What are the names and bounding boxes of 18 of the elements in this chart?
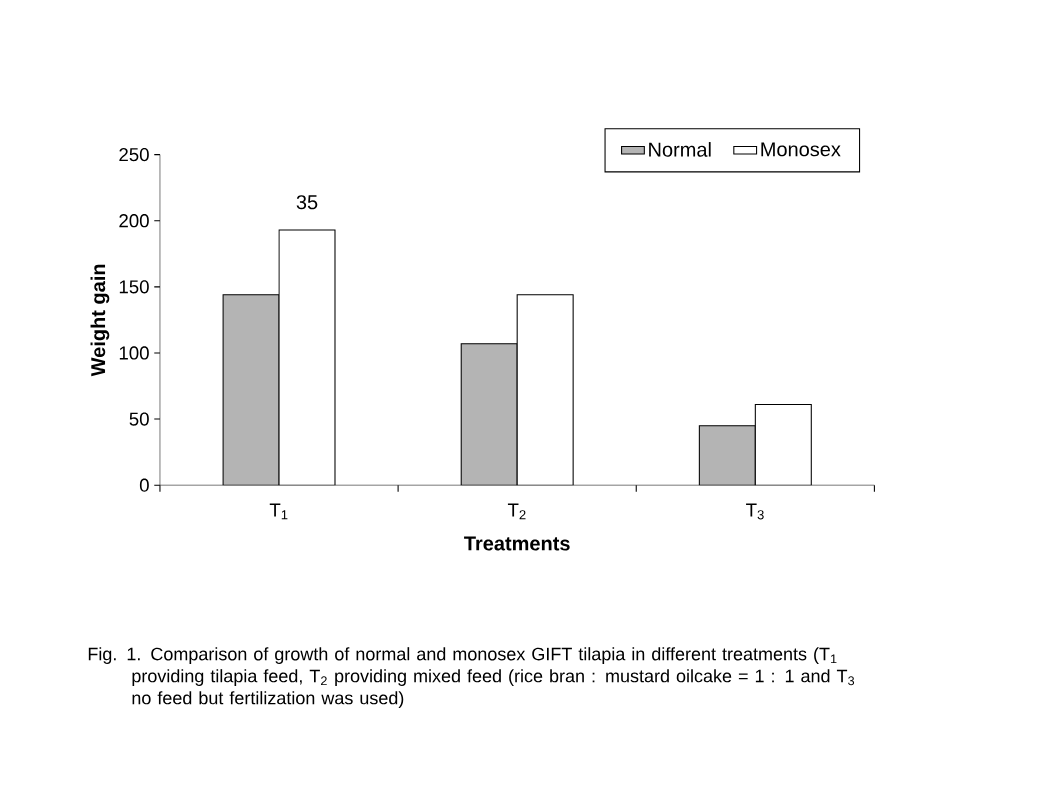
y-tick-label: 150 [119,280,149,294]
annotation: 35 [296,195,318,210]
y-tick-label: 100 [119,346,149,360]
y-axis-title: Weight gain [90,264,110,377]
bar [222,294,280,486]
bar [698,425,756,486]
y-tick-label: 0 [139,478,149,492]
x-tick-label: T$_{2}$ [507,503,526,520]
y-tick-label: 250 [119,148,149,162]
x-tick-label: T$_{1}$ [269,503,288,520]
y-tick-label: 50 [129,412,149,426]
legend-label: Monosex [761,142,841,157]
text: Fig. 1. Comparison of growth of normal and monosex GIFT tilapia in different treatments (T$_{1}$ providing tilapia feed, T$_{2}$ providing mixed feed (rice bran : mustard oilcake = 1 : 1 and T$_{3}$ no feed but fertilization was used) [88,647,855,709]
legend-label: Normal [649,142,711,157]
x-tick-label: T$_{3}$ [746,503,764,520]
bar [460,343,518,486]
x-axis-title: Treatments [464,536,570,551]
y-tick-label: 200 [119,214,149,228]
